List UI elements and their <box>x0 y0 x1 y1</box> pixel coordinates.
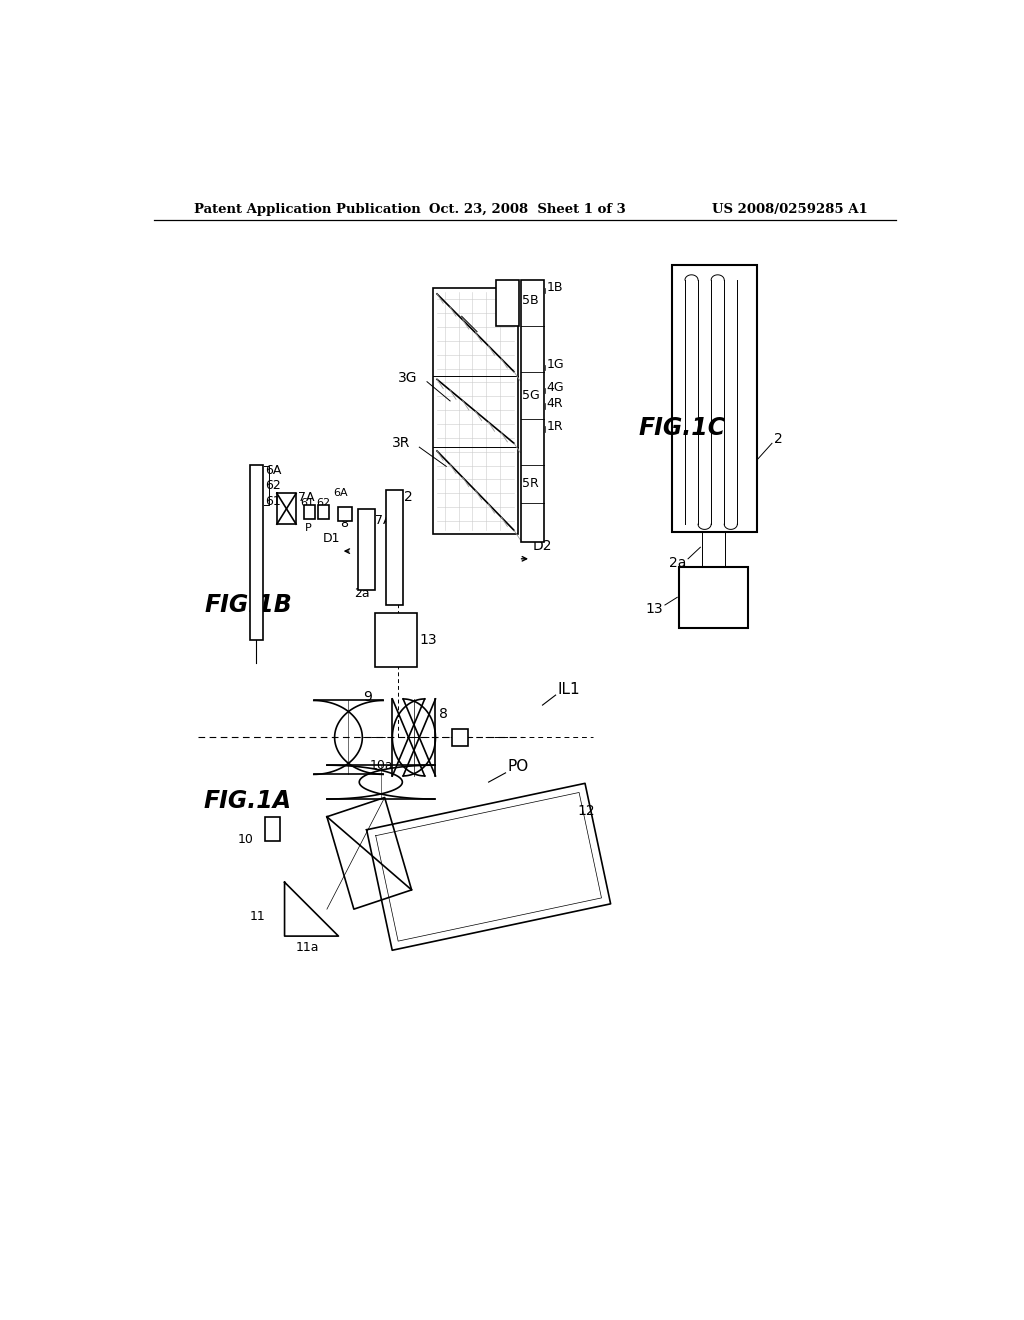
Text: 3B: 3B <box>435 305 454 319</box>
Text: 11: 11 <box>250 911 265 924</box>
Text: 61: 61 <box>265 495 281 508</box>
Text: FIG.1A: FIG.1A <box>204 789 292 813</box>
Text: FIG.1B: FIG.1B <box>205 593 292 616</box>
Text: 11a: 11a <box>296 941 319 954</box>
Text: 5R: 5R <box>522 477 540 490</box>
Text: D2: D2 <box>532 539 552 553</box>
Text: 3R: 3R <box>392 437 410 450</box>
Bar <box>672 265 757 532</box>
Text: 2a: 2a <box>353 587 370 601</box>
Text: 8: 8 <box>340 517 348 529</box>
Text: 8: 8 <box>439 708 447 721</box>
Text: 1R: 1R <box>547 420 563 433</box>
Bar <box>433 288 518 535</box>
Bar <box>304 504 315 519</box>
Text: 2: 2 <box>403 490 413 504</box>
Bar <box>339 507 352 521</box>
Text: 1G: 1G <box>547 358 564 371</box>
Text: 6A: 6A <box>333 488 348 499</box>
Text: 1B: 1B <box>547 281 563 294</box>
Bar <box>357 508 375 590</box>
Bar <box>679 566 749 628</box>
Text: 2: 2 <box>773 433 782 446</box>
Text: 5G: 5G <box>522 389 541 403</box>
Text: 7A: 7A <box>376 513 392 527</box>
Text: PO: PO <box>508 759 529 775</box>
Text: 6A: 6A <box>265 463 282 477</box>
Bar <box>250 465 263 640</box>
Text: 5B: 5B <box>522 294 539 308</box>
Text: Patent Application Publication: Patent Application Publication <box>194 203 421 215</box>
Text: Oct. 23, 2008  Sheet 1 of 3: Oct. 23, 2008 Sheet 1 of 3 <box>429 203 626 215</box>
Bar <box>521 280 544 543</box>
Text: IL1: IL1 <box>558 682 581 697</box>
Bar <box>376 612 417 667</box>
Bar <box>497 280 519 326</box>
Text: P: P <box>304 523 311 533</box>
Bar <box>453 729 468 746</box>
Text: 2a: 2a <box>669 556 686 570</box>
Text: 9: 9 <box>364 690 372 705</box>
Text: 62: 62 <box>316 499 330 508</box>
Text: 10a: 10a <box>370 759 393 772</box>
Text: 3G: 3G <box>398 371 418 385</box>
Text: D1: D1 <box>323 532 340 545</box>
Text: 61: 61 <box>301 499 314 508</box>
Text: 13: 13 <box>419 632 437 647</box>
Bar <box>317 504 330 519</box>
Bar <box>386 490 403 605</box>
Text: 4R: 4R <box>547 397 563 409</box>
Text: 4G: 4G <box>547 381 564 395</box>
Text: 7A: 7A <box>298 491 314 504</box>
Text: 62: 62 <box>265 479 281 492</box>
Bar <box>264 817 280 841</box>
Text: FIG.1C: FIG.1C <box>639 416 726 440</box>
Text: 10: 10 <box>238 833 254 846</box>
Text: 13: 13 <box>646 602 664 616</box>
Text: 12: 12 <box>578 804 595 818</box>
Text: US 2008/0259285 A1: US 2008/0259285 A1 <box>712 203 867 215</box>
